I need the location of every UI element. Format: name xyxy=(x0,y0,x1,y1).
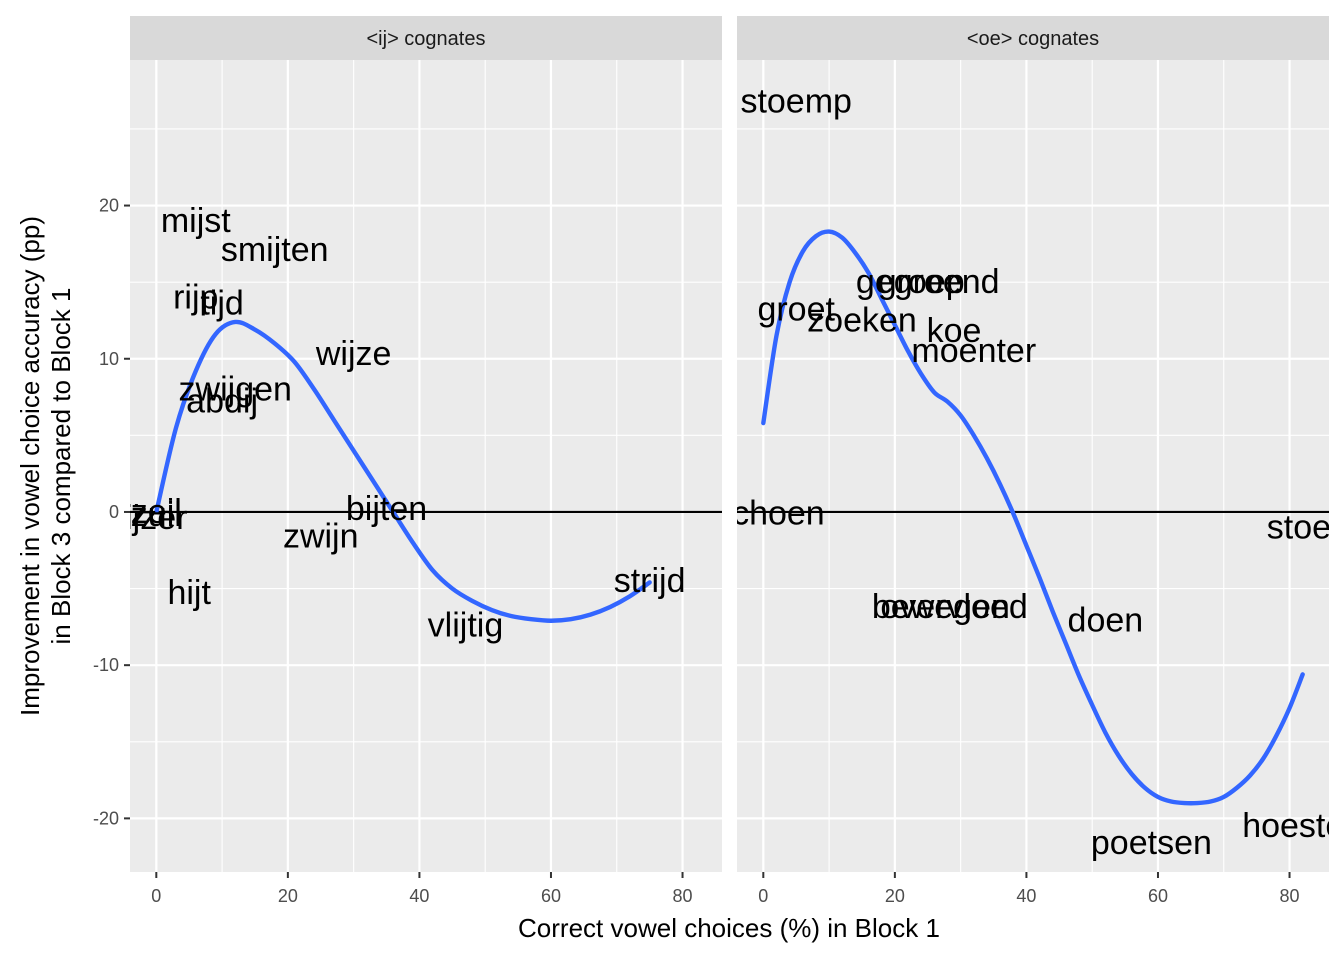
strip-label: <ij> cognates xyxy=(367,28,486,50)
x-tick-label: 40 xyxy=(409,886,429,906)
x-tick-label: 20 xyxy=(885,886,905,906)
x-axis-title: Correct vowel choices (%) in Block 1 xyxy=(518,913,940,943)
word-label: bewegen xyxy=(872,588,1010,626)
word-label: stoel xyxy=(1267,508,1339,546)
word-label: zeil xyxy=(131,493,182,531)
x-tick-label: 60 xyxy=(541,886,561,906)
x-tick-label: 80 xyxy=(673,886,693,906)
y-tick-label: -10 xyxy=(93,655,119,675)
word-label: mijst xyxy=(161,202,231,240)
word-label: hijt xyxy=(167,574,211,612)
y-tick-label: 20 xyxy=(99,196,119,216)
panel-background xyxy=(130,60,722,872)
word-label: doen xyxy=(1068,602,1144,640)
word-label: zwijn xyxy=(283,517,359,555)
word-label: tijd xyxy=(200,285,243,323)
word-label: stoemp xyxy=(740,82,852,120)
word-label: strijd xyxy=(614,562,686,600)
word-label: bijten xyxy=(346,490,427,528)
word-label: poetsen xyxy=(1091,824,1212,862)
y-axis-title-line-2: in Block 3 compared to Block 1 xyxy=(46,288,76,645)
word-label: zoeken xyxy=(807,301,917,339)
y-tick-label: -20 xyxy=(93,808,119,828)
y-tick-label: 0 xyxy=(109,502,119,522)
word-label: hoesten xyxy=(1242,807,1344,845)
word-label: overvloed xyxy=(880,588,1027,626)
strip-background xyxy=(130,16,722,60)
word-label: gegroend xyxy=(856,263,1000,301)
x-tick-label: 60 xyxy=(1148,886,1168,906)
word-label: moenter xyxy=(911,332,1036,370)
word-label: vlijtig xyxy=(428,606,504,644)
y-tick-label: 10 xyxy=(99,349,119,369)
word-label: abdij xyxy=(186,383,258,421)
word-label: ijzer xyxy=(125,499,187,537)
y-axis-title-line-1: Improvement in vowel choice accuracy (pp… xyxy=(15,216,45,716)
word-label: groep xyxy=(878,263,965,301)
x-tick-label: 0 xyxy=(758,886,768,906)
x-axis: 0 20 40 60 80 0 20 40 60 80 xyxy=(151,872,1300,906)
x-tick-label: 20 xyxy=(278,886,298,906)
x-tick-label: 0 xyxy=(151,886,161,906)
word-label: wijze xyxy=(315,335,392,373)
word-label: koe xyxy=(927,312,982,350)
y-axis: -20 -10 0 10 20 xyxy=(93,196,130,828)
word-label: smijten xyxy=(221,231,329,269)
gridlines xyxy=(130,60,722,872)
word-label: schoen xyxy=(715,494,825,532)
panel-1: <ij> cognatesmijstsmijtenrijptijdwijzezw… xyxy=(125,16,722,872)
x-axis-panel-1: 0 20 40 60 80 xyxy=(151,872,693,906)
x-tick-label: 40 xyxy=(1016,886,1036,906)
word-label: zuil xyxy=(131,496,182,534)
word-label: groet xyxy=(757,291,835,329)
x-tick-label: 80 xyxy=(1280,886,1300,906)
strip-background xyxy=(737,16,1329,60)
x-axis-panel-2: 0 20 40 60 80 xyxy=(758,872,1300,906)
smooth-trend-line xyxy=(761,229,1305,806)
strip-label: <oe> cognates xyxy=(967,28,1099,50)
panel-background xyxy=(737,60,1329,872)
word-label: zwijgen xyxy=(179,370,292,408)
word-label: rijp xyxy=(173,278,218,316)
smooth-trend-line xyxy=(154,319,652,623)
